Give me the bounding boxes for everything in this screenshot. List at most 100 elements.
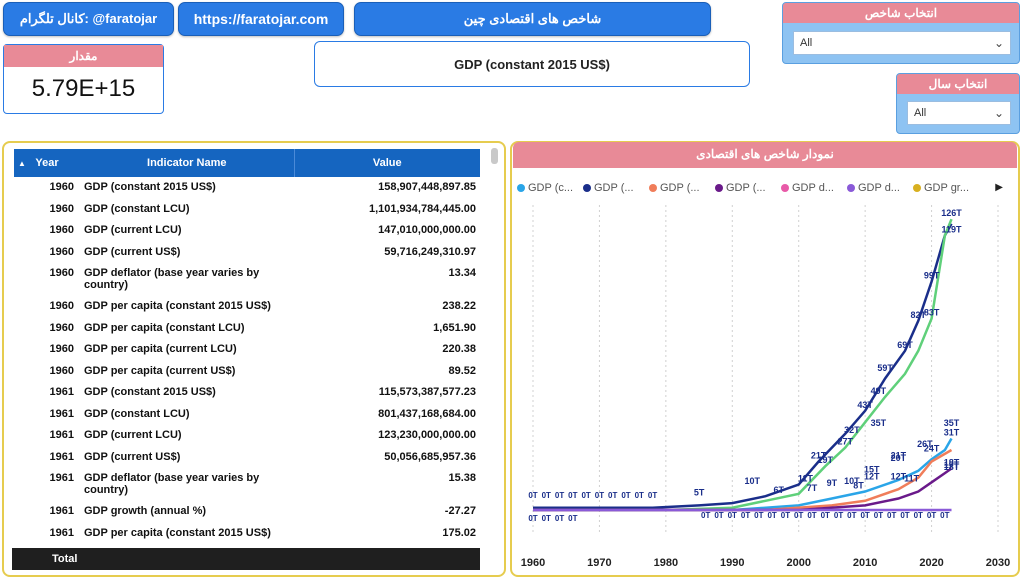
data-label: 0T (914, 511, 923, 520)
data-label: 6T (774, 485, 785, 495)
value-cell: 175.02 (442, 526, 476, 539)
legend-label: GDP (... (660, 182, 700, 194)
year-cell: 1960 (49, 364, 74, 377)
data-label: 43T (857, 400, 873, 410)
data-label: 10T (844, 476, 860, 486)
year-cell: 1960 (49, 245, 74, 258)
table-row[interactable]: 1960 GDP per capita (constant LCU) 1,651.9… (14, 318, 480, 340)
data-label: 0T (874, 511, 883, 520)
data-label: 0T (568, 491, 577, 500)
year-cell: 1961 (49, 450, 74, 463)
kpi-card: مقدار 5.79E+15 (3, 44, 164, 114)
table-row[interactable]: 1960 GDP per capita (constant 2015 US$) 23… (14, 296, 480, 318)
legend-item[interactable]: GDP (... (583, 182, 634, 194)
triangle-right-icon[interactable]: ▶ (995, 182, 1003, 193)
data-label: 20T (891, 453, 907, 463)
data-label: 7T (807, 483, 818, 493)
legend-item[interactable]: GDP (c... (517, 182, 573, 194)
table-row[interactable]: 1961 GDP (constant LCU) 801,437,168,684.00 (14, 404, 480, 426)
legend-item[interactable]: GDP (... (649, 182, 700, 194)
data-label: 21T (891, 451, 907, 461)
table-row[interactable]: 1960 GDP (constant LCU) 1,101,934,784,445.… (14, 199, 480, 221)
table-row[interactable]: 1961 GDP deflator (base year varies by co… (14, 468, 480, 501)
website-link[interactable]: https://faratojar.com (178, 2, 344, 36)
telegram-channel-button[interactable]: کانال تلگرام: @faratojar (3, 2, 174, 36)
indicator-cell: GDP (current US$) (84, 450, 181, 463)
value-cell: 59,716,249,310.97 (384, 245, 476, 258)
data-label: 83T (924, 307, 940, 317)
data-label: 82T (911, 310, 927, 320)
data-label: 59T (877, 363, 893, 373)
table-row[interactable]: 1960 GDP per capita (current US$) 89.52 (14, 361, 480, 383)
data-label: 0T (728, 511, 737, 520)
data-label: 0T (581, 491, 590, 500)
data-label: 126T (941, 208, 962, 218)
legend-item[interactable]: GDP gr... (913, 182, 969, 194)
year-cell: 1961 (49, 386, 74, 398)
table-row[interactable]: 1961 GDP per capita (constant 2015 US$) 17… (14, 523, 480, 545)
table-scrollbar[interactable] (491, 148, 498, 164)
year-cell: 1960 (49, 321, 74, 334)
table-row[interactable]: 1960 GDP (current US$) 59,716,249,310.97 (14, 242, 480, 264)
legend-dot-icon (913, 184, 921, 193)
series-line (533, 218, 953, 512)
table-row[interactable]: 1960 GDP (constant 2015 US$) 158,907,448,8… (14, 177, 480, 199)
indicator-cell: GDP deflator (base year varies by countr… (84, 267, 260, 291)
legend-item[interactable]: GDP d... (781, 182, 834, 194)
legend-dot-icon (583, 184, 591, 193)
data-label: 0T (714, 511, 723, 520)
year-cell: 1960 (49, 343, 74, 355)
indicator-cell: GDP per capita (current LCU) (84, 343, 237, 355)
x-tick-label: 2000 (786, 557, 810, 569)
column-header-value[interactable]: Value (294, 149, 480, 177)
indicator-cell: GDP per capita (constant 2015 US$) (84, 300, 271, 312)
table-row[interactable]: 1961 GDP (current US$) 50,056,685,957.36 (14, 447, 480, 469)
year-cell: 1960 (49, 267, 74, 279)
data-label: 12T (864, 471, 880, 481)
year-slicer: انتخاب سال All ⌄ (896, 73, 1020, 134)
chevron-down-icon: ⌄ (993, 106, 1004, 120)
series-line (533, 467, 953, 512)
legend-label: GDP (... (594, 182, 634, 194)
data-label: 0T (595, 491, 604, 500)
kpi-label: مقدار (4, 45, 163, 67)
indicator-slicer-label: انتخاب شاخص (783, 3, 1019, 23)
value-cell: 158,907,448,897.85 (378, 181, 476, 193)
legend-item[interactable]: GDP d... (847, 182, 900, 194)
legend-label: GDP (c... (528, 182, 574, 194)
year-cell: 1960 (49, 181, 74, 193)
column-header-indicator[interactable]: Indicator Name (80, 149, 295, 177)
data-label: 0T (821, 511, 830, 520)
legend-label: GDP d... (792, 182, 834, 194)
column-header-year[interactable]: ▲ Year (14, 149, 80, 177)
data-label: 0T (860, 511, 869, 520)
indicator-cell: GDP per capita (constant LCU) (84, 321, 245, 334)
indicator-dropdown[interactable]: All ⌄ (793, 31, 1011, 55)
data-label: 9T (827, 478, 838, 488)
legend-dot-icon (715, 184, 723, 193)
data-label: 0T (781, 511, 790, 520)
data-label: 12T (891, 471, 907, 481)
indicator-cell: GDP per capita (current US$) (84, 364, 236, 377)
data-label: 11T (904, 474, 920, 484)
data-label: 0T (741, 511, 750, 520)
table-row[interactable]: 1960 GDP per capita (current LCU) 220.38 (14, 339, 480, 361)
legend-dot-icon (517, 184, 525, 193)
value-cell: 89.52 (448, 364, 476, 377)
data-label: 0T (940, 511, 949, 520)
table-row[interactable]: 1961 GDP (current LCU) 123,230,000,000.00 (14, 425, 480, 447)
dashboard-title: شاخص های اقتصادی چین (354, 2, 711, 36)
chart-legend: ▶ GDP (c... GDP (... GDP (... GDP (... GDP d… (517, 182, 1007, 198)
year-dropdown[interactable]: All ⌄ (907, 101, 1011, 125)
data-label: 26T (917, 439, 933, 449)
data-label: 0T (927, 511, 936, 520)
table-row[interactable]: 1960 GDP deflator (base year varies by co… (14, 263, 480, 296)
series-line (533, 437, 953, 512)
table-row[interactable]: 1961 GDP growth (annual %) -27.27 (14, 501, 480, 523)
table-row[interactable]: 1960 GDP (current LCU) 147,010,000,000.00 (14, 220, 480, 242)
legend-item[interactable]: GDP (... (715, 182, 766, 194)
table-row[interactable]: 1961 GDP (constant 2015 US$) 115,573,387,5… (14, 382, 480, 404)
legend-dot-icon (649, 184, 657, 193)
data-label: 17T (944, 460, 960, 470)
data-label: 99T (924, 271, 940, 281)
